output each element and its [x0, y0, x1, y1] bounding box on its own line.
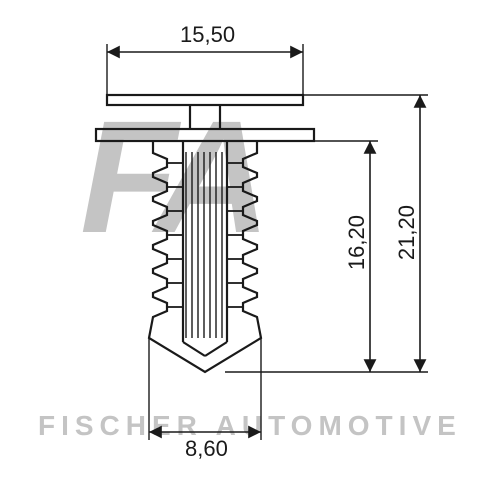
dim-bottom-width: 8,60 — [185, 436, 228, 462]
dim-top-width: 15,50 — [180, 22, 235, 48]
technical-drawing — [0, 0, 500, 500]
dim-outer-height: 21,20 — [394, 205, 420, 260]
dim-inner-height: 16,20 — [344, 215, 370, 270]
